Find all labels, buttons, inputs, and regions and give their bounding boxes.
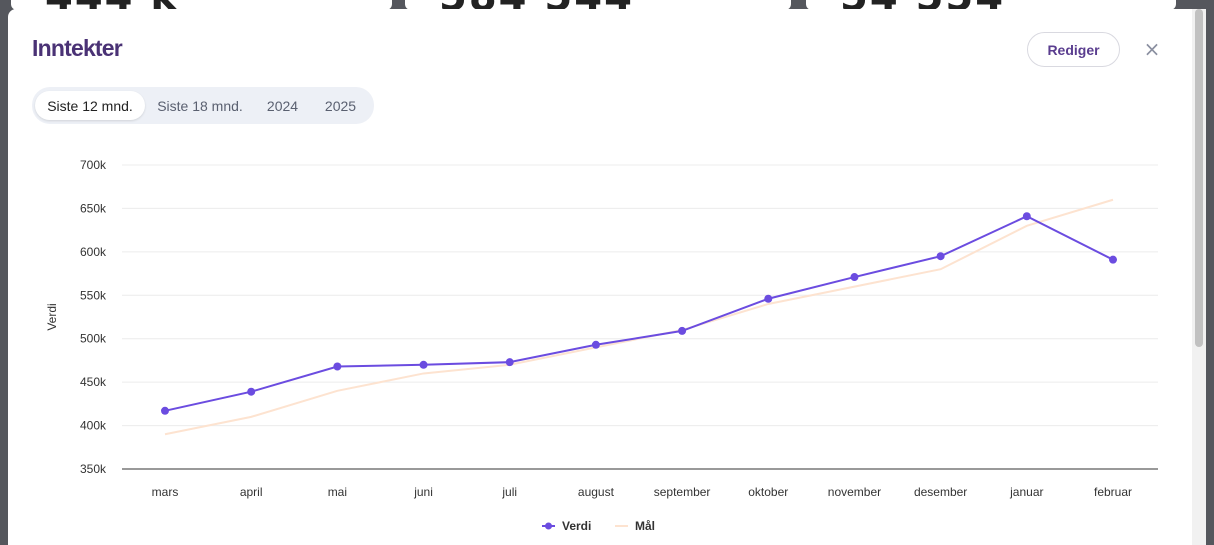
data-point	[333, 362, 342, 371]
x-tick-label: mai	[328, 485, 347, 499]
x-tick-label: august	[578, 485, 615, 499]
scrollbar-thumb[interactable]	[1195, 9, 1203, 347]
x-tick-label: oktober	[748, 485, 788, 499]
background-card: 584 544	[405, 0, 791, 10]
y-tick-label: 650k	[80, 201, 107, 215]
y-tick-label: 550k	[80, 288, 107, 302]
x-tick-label: februar	[1094, 485, 1132, 499]
data-point	[419, 360, 428, 369]
background-card-value: 584 544	[439, 0, 634, 10]
y-axis-label: Verdi	[45, 303, 59, 330]
legend-label-verdi: Verdi	[562, 519, 591, 533]
data-point	[247, 387, 256, 396]
background-card: 54 554	[806, 0, 1176, 10]
legend-label-maal: Mål	[635, 519, 655, 533]
x-tick-label: juni	[413, 485, 433, 499]
x-tick-label: juli	[501, 485, 517, 499]
chart-modal: Inntekter Rediger × Siste 12 mnd. Siste …	[8, 9, 1206, 545]
data-point	[764, 294, 773, 303]
series-line-maal	[164, 198, 1114, 436]
y-tick-label: 600k	[80, 245, 107, 259]
period-tab-2024[interactable]: 2024	[266, 97, 299, 114]
data-point	[1022, 212, 1031, 221]
x-tick-label: januar	[1009, 485, 1043, 499]
data-point	[1109, 255, 1117, 264]
series-line-verdi	[164, 215, 1114, 412]
x-tick-label: november	[828, 485, 881, 499]
x-tick-label: desember	[914, 485, 967, 499]
data-point	[161, 406, 169, 415]
x-tick-label: april	[240, 485, 263, 499]
background-card-value: 54 554	[840, 0, 1005, 10]
background-card: 444 k	[11, 0, 392, 10]
x-tick-label: mars	[152, 485, 179, 499]
legend-marker-verdi	[545, 522, 552, 530]
period-tab-last-12-months[interactable]: Siste 12 mnd.	[35, 91, 145, 120]
data-point	[850, 273, 859, 282]
y-tick-label: 700k	[80, 158, 107, 172]
data-point	[591, 340, 600, 349]
close-icon[interactable]: ×	[1143, 37, 1161, 61]
period-selector: Siste 12 mnd. Siste 18 mnd. 2024 2025	[32, 87, 374, 124]
x-tick-label: september	[654, 485, 711, 499]
y-tick-label: 500k	[80, 332, 107, 346]
data-point	[505, 358, 514, 367]
revenue-line-chart: 350k 400k 450k 500k 550k 600k 650k 700k mars apri…	[45, 158, 1158, 533]
period-tab-2025[interactable]: 2025	[324, 97, 357, 114]
period-tab-last-18-months[interactable]: Siste 18 mnd.	[157, 97, 243, 114]
y-tick-label: 400k	[80, 419, 107, 433]
edit-button[interactable]: Rediger	[1027, 32, 1120, 67]
y-tick-label: 350k	[80, 462, 107, 476]
scrollbar[interactable]	[1192, 9, 1206, 545]
background-card-value: 444 k	[45, 0, 179, 10]
data-point	[936, 252, 945, 261]
data-point	[678, 326, 687, 335]
modal-title: Inntekter	[32, 35, 123, 61]
y-tick-label: 450k	[80, 375, 107, 389]
